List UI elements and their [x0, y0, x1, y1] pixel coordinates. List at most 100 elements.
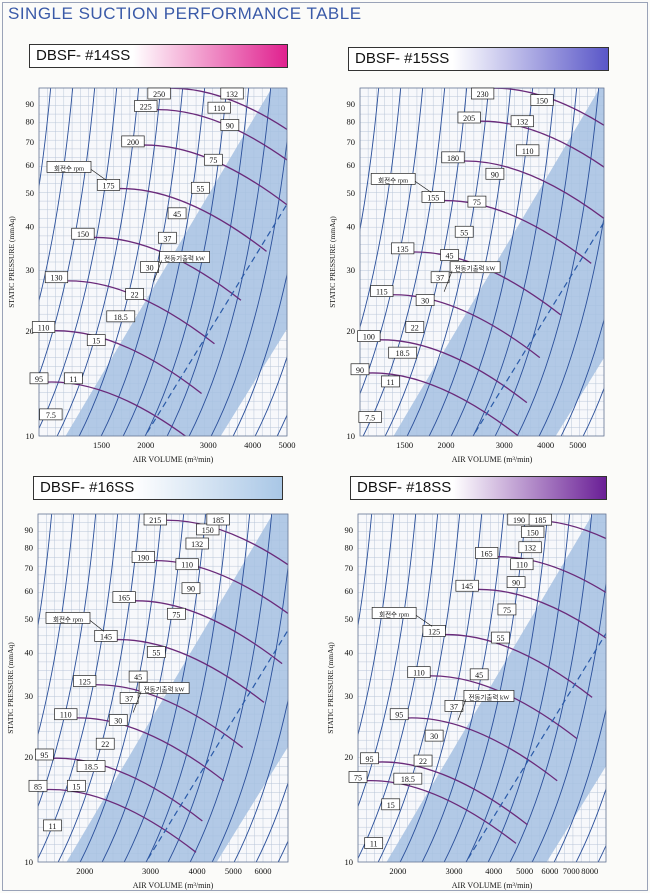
rpm-label: 130: [44, 271, 69, 284]
kw-label-box: [469, 668, 489, 681]
rpm-label-text: 145: [461, 582, 473, 591]
kw-label: 110: [510, 558, 534, 571]
rpm-label: 180: [441, 151, 465, 164]
rpm-label-text: 100: [363, 333, 375, 342]
rpm-label-text: 110: [60, 711, 72, 720]
power-curve: [145, 514, 229, 862]
rpm-curve: [431, 199, 592, 264]
kw-label-box: [467, 195, 487, 208]
curve-group: [360, 88, 604, 436]
y-tick-label: 70: [347, 137, 356, 147]
kw-label-box: [521, 526, 545, 538]
rpm-annotation-leader: [89, 620, 105, 632]
kw-label-box: [108, 714, 128, 726]
rpm-label-text: 230: [477, 90, 489, 99]
rpm-label-box: [31, 321, 56, 333]
y-axis-label: STATIC PRESSURE (mmAq): [328, 216, 337, 308]
kw-label-box: [491, 631, 510, 644]
kw-label-text: 15: [387, 801, 395, 810]
kw-annotation-box: [449, 261, 501, 274]
kw-label-text: 11: [49, 822, 57, 831]
x-axis-label: AIR VOLUME (m³/min): [452, 455, 533, 464]
rpm-label: 190: [131, 551, 155, 563]
rpm-curve: [366, 339, 528, 404]
rpm-label: 165: [475, 547, 499, 559]
kw-label: 150: [530, 94, 554, 106]
kw-label: 55: [454, 225, 474, 238]
chart-1-title-banner: DBSF- #14SS: [29, 44, 288, 68]
rpm-label: 95: [389, 708, 409, 721]
kw-label-text: 37: [125, 695, 133, 704]
power-curve: [494, 88, 578, 436]
power-curve: [516, 88, 600, 436]
rpm-label-text: 95: [35, 375, 43, 384]
y-tick-label: 70: [345, 563, 354, 573]
rpm-curve: [416, 675, 578, 740]
kw-label-box: [424, 729, 444, 742]
rpm-curve: [103, 638, 265, 703]
x-tick-label: 3000: [200, 440, 217, 450]
rpm-annotation-leader: [415, 615, 433, 627]
rpm-label: 145: [455, 579, 479, 592]
kw-label: 30: [424, 729, 444, 742]
rpm-curve: [450, 160, 604, 220]
kw-label-box: [207, 101, 231, 114]
chart-3-title-banner: DBSF- #16SS: [33, 476, 283, 500]
power-curve: [189, 514, 273, 862]
rpm-label: 225: [134, 100, 158, 112]
kw-label: 45: [128, 670, 148, 683]
rpm-label-text: 90: [356, 366, 364, 375]
rpm-label-text: 175: [103, 181, 115, 190]
kw-label-box: [220, 119, 240, 131]
kw-label: 110: [175, 558, 199, 571]
kw-label-text: 75: [209, 156, 217, 165]
y-tick-label: 90: [25, 525, 34, 535]
kw-label: 132: [510, 115, 534, 128]
rpm-label-box: [370, 285, 394, 297]
y-tick-label: 40: [26, 221, 35, 231]
power-curve: [377, 514, 461, 862]
rpm-label-box: [35, 748, 54, 761]
kw-label-box: [381, 375, 400, 388]
kw-label: 90: [506, 576, 526, 588]
rpm-label-text: 250: [153, 90, 165, 99]
kw-label-box: [444, 700, 464, 712]
rpm-label: 155: [421, 191, 445, 203]
kw-label-text: 11: [70, 375, 78, 384]
kw-label-box: [203, 153, 223, 166]
power-curve: [39, 88, 118, 430]
rpm-label: 110: [54, 708, 78, 721]
rpm-label-text: 125: [79, 678, 91, 687]
rpm-annotation-box: [45, 612, 91, 624]
y-tick-label: 60: [345, 586, 354, 596]
kw-label-box: [191, 181, 210, 194]
rpm-label-box: [121, 135, 145, 148]
power-curve: [360, 88, 424, 395]
kw-label-text: 90: [187, 585, 195, 594]
kw-label: 55: [191, 181, 210, 194]
rpm-label-box: [391, 242, 415, 255]
operating-band: [386, 514, 606, 862]
kw-label-text: 75: [503, 606, 511, 615]
y-tick-label: 30: [347, 265, 356, 275]
x-tick-label: 5000: [516, 866, 533, 876]
kw-label: 22: [413, 754, 433, 767]
kw-label: 37: [444, 700, 464, 712]
y-tick-label: 10: [347, 431, 356, 441]
rpm-label-text: 180: [447, 154, 459, 163]
kw-label: 55: [491, 631, 510, 644]
rpm-curve: [143, 109, 287, 161]
power-curve: [166, 88, 250, 436]
y-tick-label: 40: [25, 647, 34, 657]
kw-label-text: 55: [196, 184, 204, 193]
kw-label: 75: [167, 607, 186, 620]
rpm-curve: [38, 788, 197, 853]
rpm-label-box: [28, 779, 48, 792]
kw-label: 90: [485, 167, 505, 180]
rpm-label: 165: [112, 591, 136, 603]
kw-label: 37: [157, 231, 177, 244]
y-tick-label: 80: [347, 117, 356, 127]
y-tick-label: 50: [347, 188, 356, 198]
kw-label-box: [454, 225, 474, 238]
kw-label-text: 11: [370, 840, 378, 849]
